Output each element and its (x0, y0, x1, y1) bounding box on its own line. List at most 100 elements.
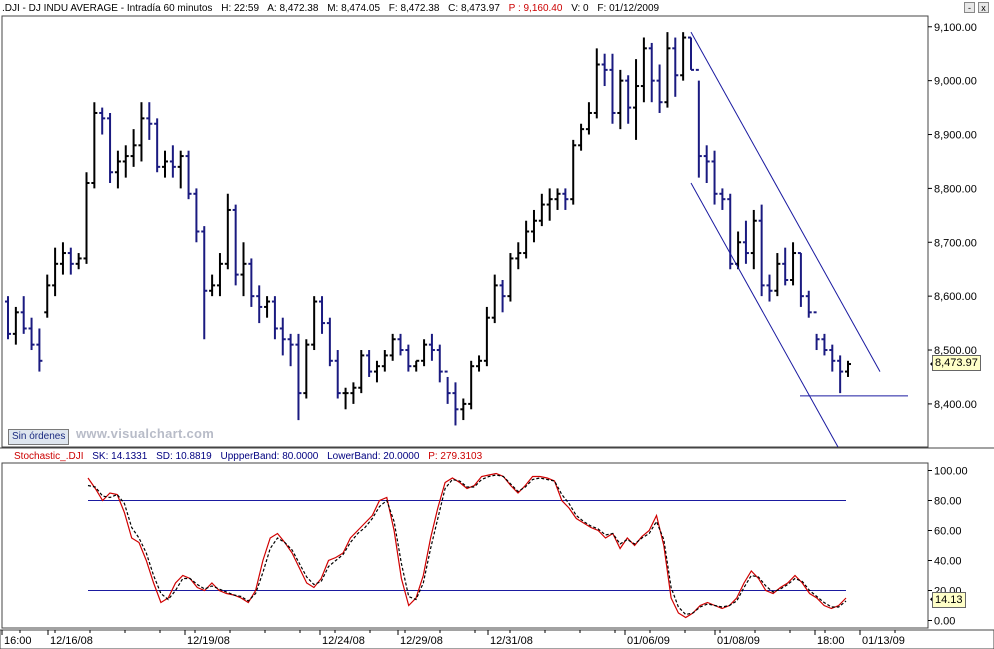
stoch-lower: LowerBand: 20.0000 (327, 451, 420, 462)
minimize-button[interactable]: - (964, 2, 975, 13)
ohlc-bar (224, 193, 231, 270)
ohlc-bar (640, 37, 647, 103)
ohlc-bar (20, 296, 27, 334)
ohlc-bar (546, 188, 553, 221)
price-tag: 8,473.97 (932, 355, 981, 371)
ohlc-bar (703, 145, 710, 184)
time-tick-label: 01/13/09 (862, 635, 905, 647)
ohlc-bar (742, 220, 749, 264)
ohlc-bar (421, 339, 428, 367)
ohlc-bars (5, 32, 851, 426)
ohlc-bar (687, 36, 694, 71)
time-tick-label: 12/29/08 (400, 635, 443, 647)
time-tick-label: 12/16/08 (50, 635, 93, 647)
ohlc-bar (271, 296, 278, 340)
ohlc-bar (5, 296, 11, 340)
time-tick-label: 01/06/09 (627, 635, 670, 647)
time-tick-label: 12/24/08 (322, 635, 365, 647)
ohlc-bar (578, 123, 585, 151)
time-axis-frame (0, 629, 994, 649)
ohlc-bar (515, 242, 522, 270)
price-tick-label: 8,800.00 (934, 183, 977, 195)
header-symbol: .DJI - DJ INDU AVERAGE - Intradía 60 min… (2, 3, 213, 14)
ohlc-bar (358, 350, 365, 394)
ohlc-bar (326, 317, 333, 367)
stoch-sk: SK: 14.1331 (92, 451, 148, 462)
price-tick-label: 8,400.00 (934, 399, 977, 411)
ohlc-bar (562, 188, 569, 210)
ohlc-bar (366, 350, 373, 377)
ohlc-bar (114, 150, 121, 189)
header-close: C: 8,473.97 (448, 3, 500, 14)
ohlc-bar (177, 150, 184, 189)
ohlc-bar (350, 382, 357, 404)
stochastic-header: Stochastic_.DJI SK: 14.1331 SD: 10.8819 … (14, 451, 488, 462)
ohlc-bar (91, 102, 98, 189)
ohlc-bar (436, 344, 443, 383)
ohlc-bar (67, 247, 74, 275)
ohlc-bar (719, 188, 726, 210)
stoch-tick-label: 60.00 (934, 526, 962, 538)
ohlc-bar (389, 333, 396, 361)
header-f1: F: 8,472.38 (388, 3, 440, 14)
ohlc-bar (162, 150, 169, 178)
ohlc-bar (805, 290, 812, 318)
time-tick-label: 16:00 (4, 635, 32, 647)
ohlc-bar (672, 37, 679, 97)
stochastic-panel-frame (1, 462, 929, 629)
ohlc-bar (122, 145, 129, 178)
ohlc-bar (656, 64, 663, 113)
ohlc-bar (680, 32, 687, 81)
ohlc-bar (554, 188, 561, 210)
ohlc-bar (585, 102, 592, 135)
close-button[interactable]: x (978, 2, 989, 13)
ohlc-bar (240, 242, 247, 297)
ohlc-bar (397, 333, 404, 356)
ohlc-bar (476, 355, 483, 372)
header-high: H: 22:59 (221, 3, 260, 14)
ohlc-bar (428, 333, 435, 361)
ohlc-bar (232, 204, 239, 286)
ohlc-bar (766, 274, 773, 302)
ohlc-bar (523, 220, 530, 259)
ohlc-bar (52, 247, 59, 297)
channel-line (690, 31, 881, 372)
ohlc-bar (185, 150, 192, 200)
ohlc-bar (491, 274, 498, 324)
ohlc-bar (845, 360, 851, 377)
ohlc-bar (444, 370, 451, 404)
price-tick-label: 8,900.00 (934, 130, 977, 142)
watermark: www.visualchart.com (76, 426, 215, 441)
channel-line (690, 182, 839, 448)
ohlc-bar (633, 59, 640, 140)
ohlc-bar (36, 328, 43, 372)
ohlc-bar (829, 344, 836, 372)
stoch-value-tag: 14.13 (932, 592, 966, 608)
ohlc-bar (295, 333, 302, 421)
ohlc-bar (130, 129, 137, 167)
ohlc-bar (193, 188, 200, 243)
time-tick-label: 12/19/08 (187, 635, 230, 647)
price-tick-label: 9,000.00 (934, 76, 977, 88)
ohlc-bar (483, 306, 490, 367)
ohlc-bar (821, 333, 828, 356)
stoch-p: P: 279.3103 (428, 451, 483, 462)
price-tick-label: 8,600.00 (934, 291, 977, 303)
stoch-tick-label: 80.00 (934, 496, 962, 508)
header-p: P : 9,160.40 (508, 3, 563, 14)
ohlc-bar (201, 226, 208, 340)
price-tick-label: 9,100.00 (934, 22, 977, 34)
ohlc-bar (609, 53, 616, 124)
header-ask: A: 8,472.38 (267, 3, 319, 14)
ohlc-bar (311, 296, 318, 351)
stoch-sd: SD: 10.8819 (156, 451, 212, 462)
ohlc-bar (28, 317, 35, 351)
ohlc-bar (75, 253, 82, 270)
ohlc-bar (790, 242, 797, 286)
orders-button[interactable]: Sin órdenes (8, 429, 70, 445)
ohlc-bar (59, 242, 66, 275)
ohlc-bar (169, 145, 176, 178)
ohlc-bar (44, 274, 51, 318)
